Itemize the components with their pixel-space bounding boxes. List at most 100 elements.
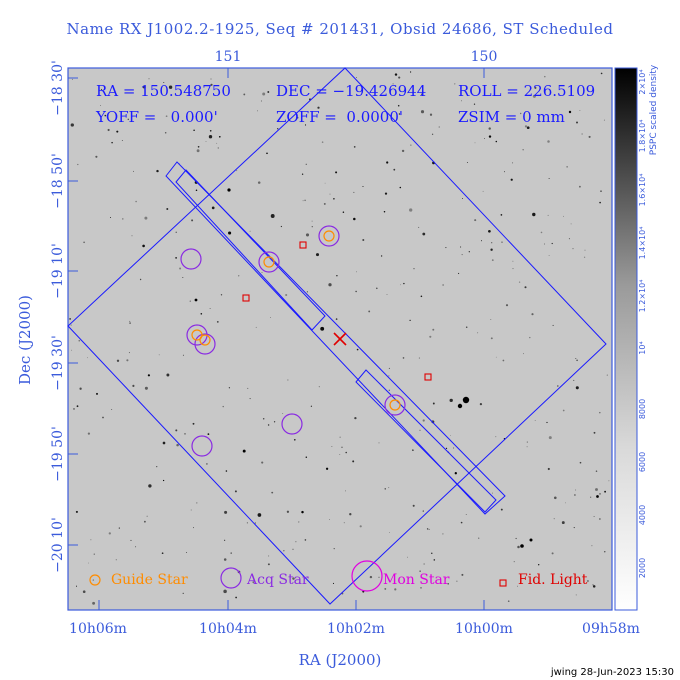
field-star (454, 83, 456, 85)
field-star (431, 133, 434, 135)
acq-star (191, 435, 213, 457)
field-star (353, 146, 356, 148)
field-star (608, 480, 610, 482)
field-star (144, 216, 148, 220)
field-star (175, 256, 178, 259)
field-star (568, 238, 570, 240)
field-star (70, 123, 74, 127)
field-star (355, 290, 357, 293)
field-star (429, 335, 432, 338)
x-top-tick-label: 150 (471, 49, 498, 65)
field-star (562, 409, 565, 412)
field-star (116, 359, 120, 362)
field-star (388, 375, 390, 377)
pointing-marker (333, 332, 347, 346)
field-star (447, 583, 449, 585)
field-star (301, 173, 304, 175)
colorbar-tick-label: 10⁴ (638, 341, 647, 354)
y-tick-label: −19 10' (50, 243, 66, 299)
field-star (488, 229, 491, 233)
field-star (576, 359, 578, 362)
field-star (460, 100, 462, 102)
field-star (325, 467, 329, 470)
field-star (581, 133, 583, 135)
field-star (209, 129, 212, 132)
field-star (190, 509, 192, 511)
field-star (442, 533, 444, 535)
field-star (335, 318, 338, 320)
field-star (432, 402, 435, 405)
field-star (111, 408, 113, 411)
field-star (563, 215, 564, 217)
legend-guide-symbol (89, 574, 101, 586)
field-star (460, 246, 462, 248)
y-axis-label: Dec (J2000) (16, 295, 34, 385)
x-tick-label: 10h06m (69, 621, 127, 637)
field-star (142, 85, 146, 89)
field-star (474, 219, 477, 222)
x-axis-label: RA (J2000) (299, 651, 382, 669)
field-star (432, 328, 435, 331)
field-star (156, 465, 158, 468)
field-star (399, 186, 402, 189)
field-star (575, 358, 577, 359)
field-star (341, 446, 343, 449)
field-star (345, 451, 347, 454)
legend-fid-label: Fid. Light (518, 572, 588, 588)
field-star (359, 525, 362, 528)
field-star (228, 231, 232, 235)
field-star (121, 139, 123, 141)
field-star (271, 491, 274, 494)
field-star (211, 206, 215, 210)
field-star (293, 438, 296, 441)
field-star (461, 573, 464, 576)
field-star (196, 502, 198, 504)
field-star (480, 240, 483, 242)
detector-strip-outer (165, 161, 506, 515)
field-star (285, 293, 288, 297)
field-star (108, 532, 111, 535)
legend-mon-symbol (351, 560, 383, 592)
field-star (301, 510, 304, 514)
field-star (116, 130, 119, 133)
field-star (604, 490, 606, 493)
field-star (410, 71, 412, 73)
bright-star (520, 544, 524, 548)
field-star (421, 93, 423, 96)
field-star (230, 552, 232, 554)
field-star (315, 253, 320, 257)
field-star (139, 278, 142, 281)
field-star (209, 307, 211, 309)
field-star (548, 255, 550, 256)
field-star (115, 559, 117, 561)
guide-star (191, 329, 203, 341)
field-star (238, 275, 240, 277)
field-star (126, 359, 129, 362)
legend-mon-label: Mon Star (383, 572, 450, 588)
field-star (182, 354, 184, 356)
field-star (400, 284, 402, 286)
field-star (345, 490, 346, 492)
field-star (144, 386, 148, 390)
field-star (247, 387, 249, 389)
field-star (515, 537, 517, 540)
field-star (526, 446, 528, 448)
colorbar (614, 67, 638, 611)
field-star (210, 78, 212, 80)
field-star (243, 93, 246, 96)
field-star (218, 135, 221, 138)
field-star (517, 585, 518, 587)
field-star (512, 260, 514, 262)
guide-stars (191, 230, 401, 411)
field-star (168, 85, 173, 89)
field-star (254, 522, 256, 524)
field-star (266, 152, 268, 155)
field-star (591, 545, 593, 547)
field-star (600, 72, 603, 75)
field-star (162, 479, 165, 482)
colorbar-tick-label: 1.6×10⁴ (638, 174, 647, 207)
acq-star (194, 333, 216, 355)
field-star (179, 267, 182, 270)
field-star (500, 214, 503, 216)
field-star (593, 515, 595, 518)
